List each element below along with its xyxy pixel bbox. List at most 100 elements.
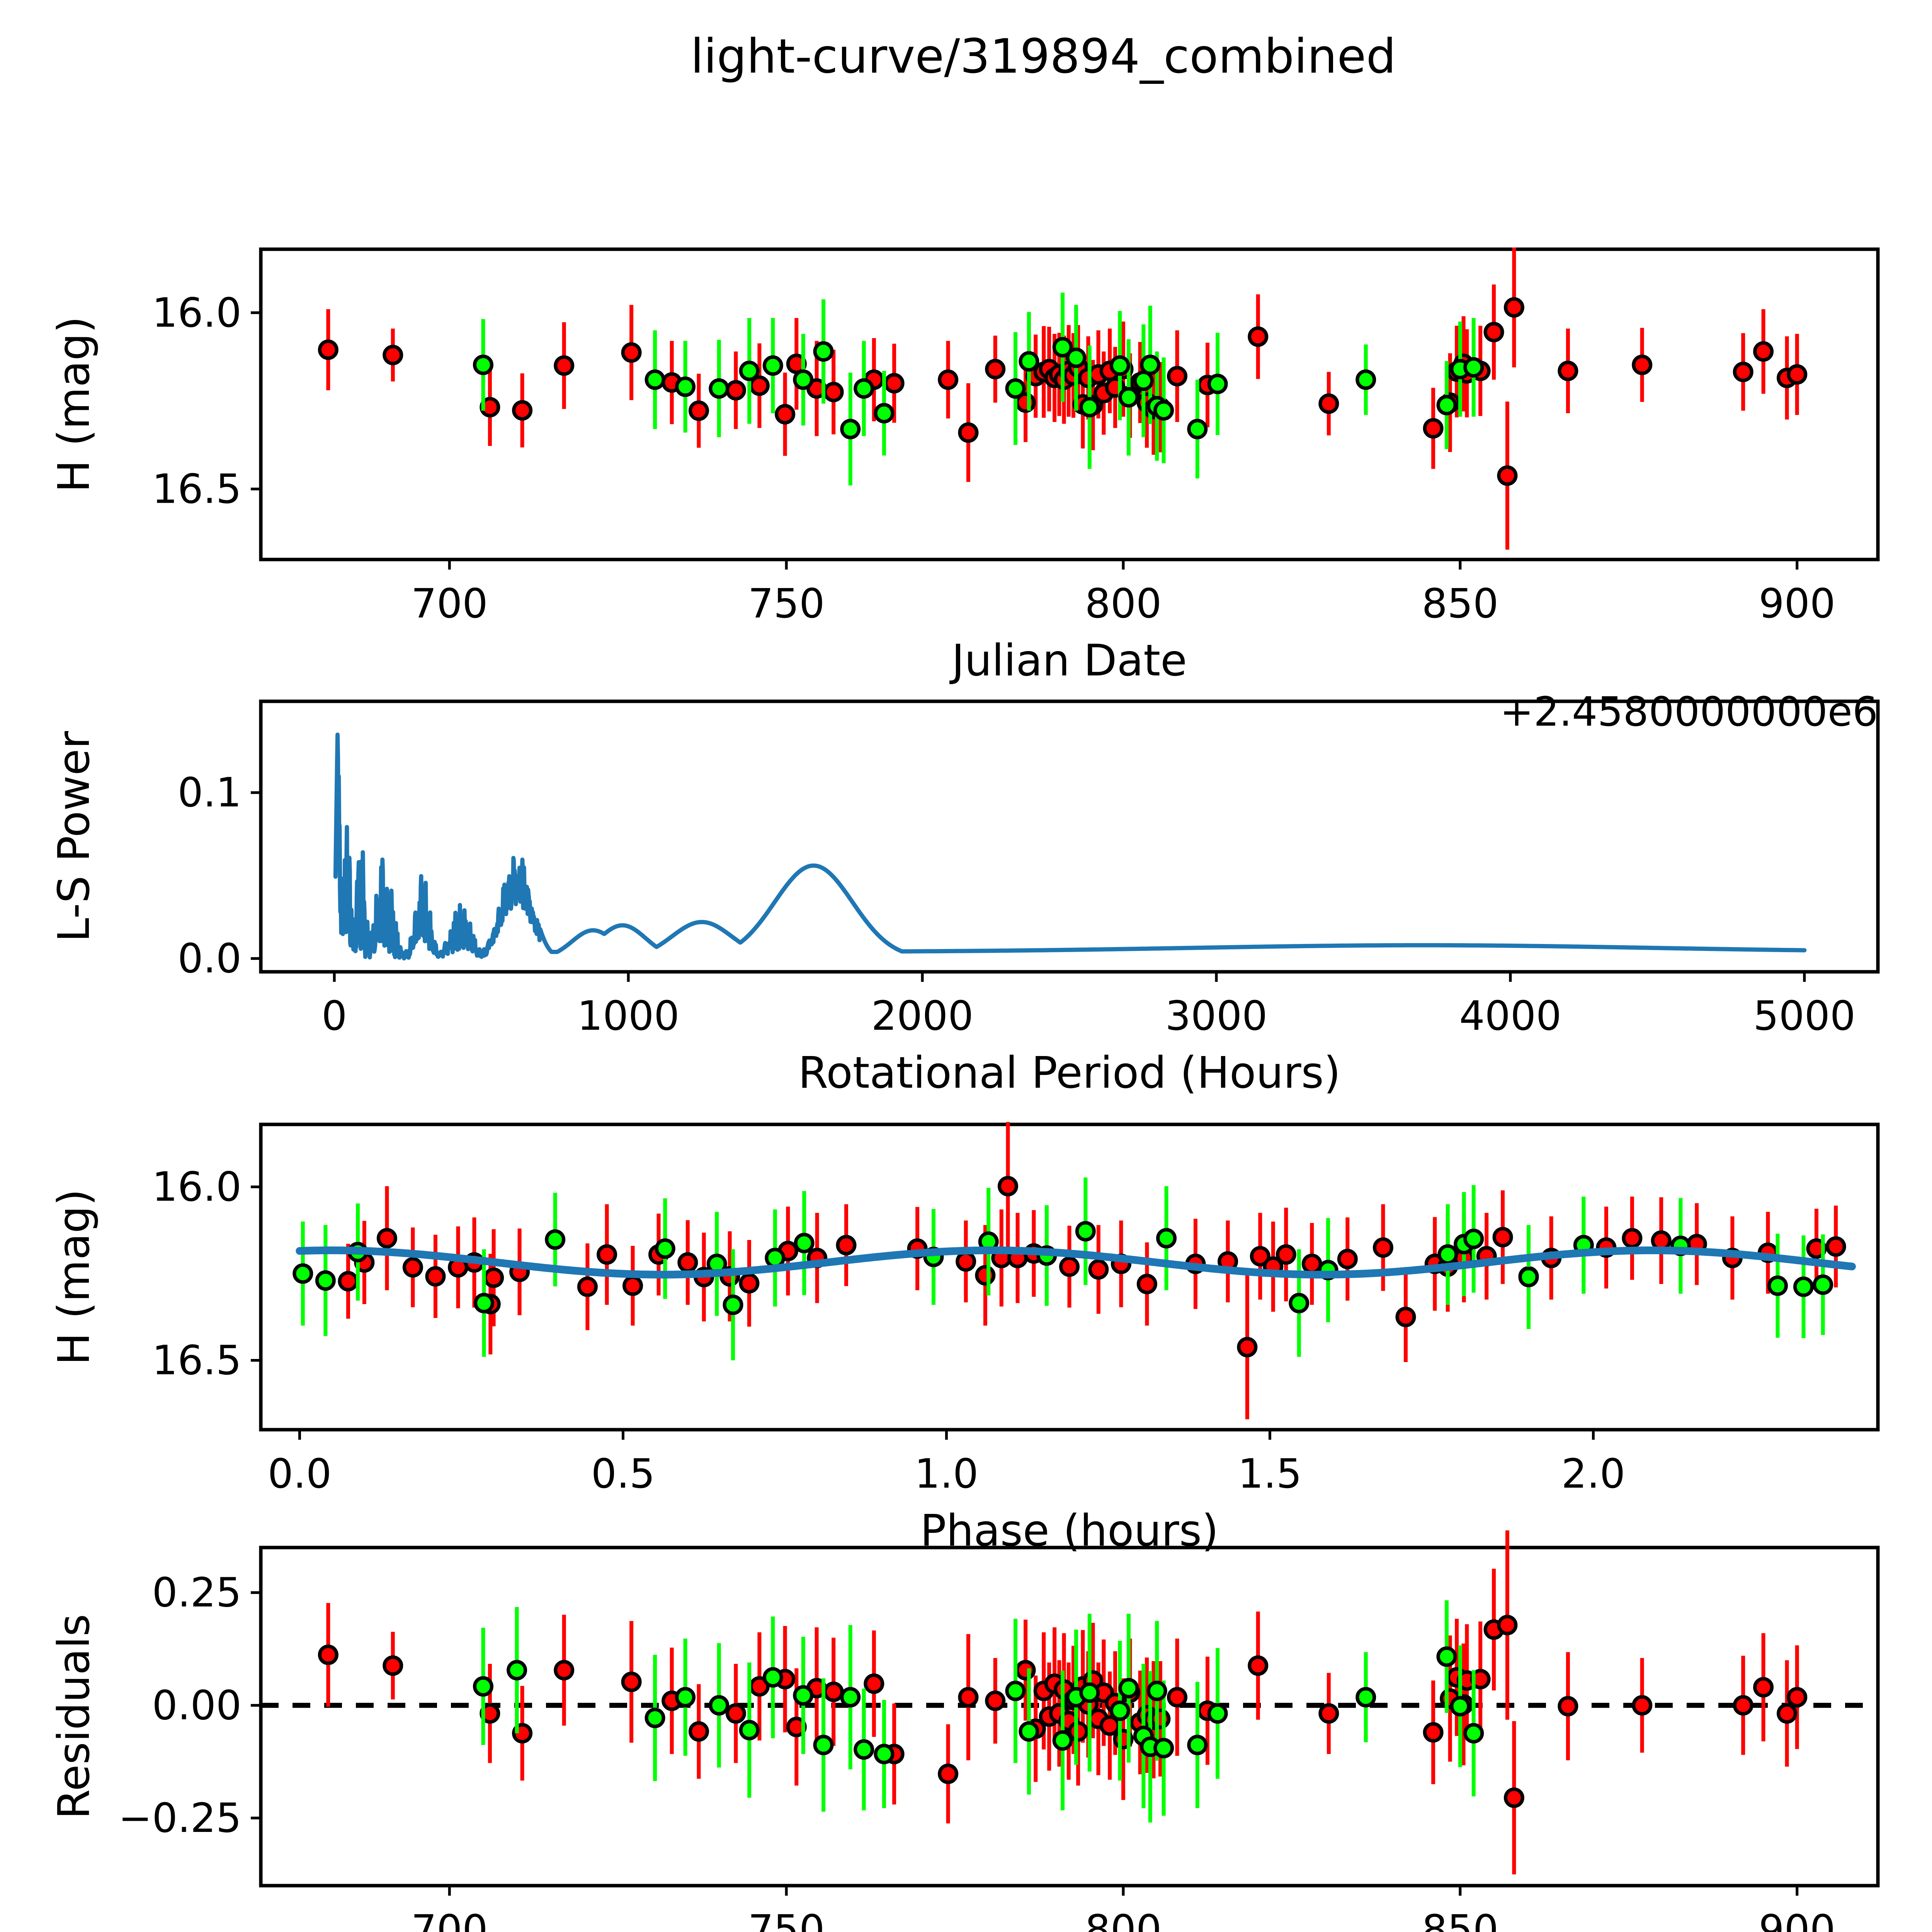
data-point — [823, 1681, 844, 1702]
series-green-band — [473, 293, 1484, 486]
y-axis-label: H (mag) — [49, 1189, 99, 1365]
y-ticklabel-0: 0.0 — [178, 935, 242, 982]
x-ticklabel-750: 750 — [748, 1906, 825, 1932]
y-axis-label: H (mag) — [49, 316, 99, 492]
data-point — [1207, 1703, 1228, 1724]
phasefold-frame — [259, 1122, 1880, 1432]
data-point — [725, 1703, 746, 1724]
y-ticklabel-16.5: 16.5 — [152, 1337, 242, 1384]
data-point — [739, 361, 760, 381]
data-point — [840, 418, 861, 439]
x-ticklabel-700: 700 — [411, 1906, 488, 1932]
x-ticklabel-0.5: 0.5 — [591, 1450, 655, 1497]
data-point — [1463, 1228, 1484, 1249]
data-point — [1136, 1274, 1157, 1294]
data-point — [1436, 395, 1457, 415]
data-point — [762, 1667, 783, 1688]
x-ticklabel-900: 900 — [1759, 580, 1835, 627]
periodogram-frame — [259, 699, 1880, 974]
data-point — [958, 422, 979, 443]
data-point — [854, 1739, 874, 1760]
data-point — [1558, 361, 1578, 381]
data-point — [621, 342, 642, 363]
data-point — [1813, 1274, 1833, 1295]
data-point — [545, 1229, 566, 1250]
data-point — [1153, 1738, 1174, 1759]
data-point — [739, 1720, 760, 1740]
data-point — [1825, 1236, 1846, 1257]
y-ticklabel-16: 16.0 — [152, 1163, 242, 1211]
x-ticklabel-0: 0.0 — [268, 1450, 332, 1497]
data-point — [1503, 1787, 1524, 1808]
data-point — [775, 404, 796, 425]
data-point — [474, 1293, 495, 1313]
data-point — [1437, 1244, 1458, 1265]
x-axis-label: Julian Date — [949, 636, 1187, 686]
data-point — [938, 1764, 959, 1784]
data-point — [956, 1251, 976, 1272]
data-point — [1463, 357, 1484, 378]
x-ticklabel-850: 850 — [1422, 1906, 1499, 1932]
x-ticklabel-2: 2.0 — [1561, 1450, 1625, 1497]
data-point — [1793, 1276, 1814, 1297]
data-point — [1423, 418, 1444, 439]
x-ticklabel-900: 900 — [1759, 1906, 1835, 1932]
data-point — [1187, 418, 1208, 439]
data-point — [1395, 1306, 1416, 1327]
data-point — [739, 1273, 760, 1294]
data-point — [315, 1270, 336, 1291]
data-point — [645, 1708, 665, 1728]
data-point — [725, 380, 746, 401]
data-point — [1156, 1228, 1177, 1248]
data-point — [597, 1244, 617, 1265]
data-point — [1767, 1275, 1788, 1296]
page-title: light-curve/319894_combined — [690, 29, 1396, 84]
data-point — [1079, 397, 1100, 418]
data-point — [854, 378, 874, 399]
data-point — [794, 1233, 815, 1253]
x-ticklabel-5000: 5000 — [1753, 992, 1855, 1039]
data-point — [1075, 1221, 1096, 1242]
panel-periodogram: 0 1000 2000 3000 4000 5000 0.0 0.1 Rotational Pe… — [0, 657, 1932, 1101]
x-ticklabel-800: 800 — [1085, 580, 1162, 627]
data-point — [864, 1673, 884, 1694]
x-ticklabel-2000: 2000 — [871, 992, 974, 1039]
fit-curve — [296, 1246, 1856, 1279]
data-point — [1250, 1246, 1270, 1267]
data-point — [997, 1176, 1018, 1197]
data-point — [709, 378, 730, 399]
y-axis-label: Residuals — [49, 1614, 99, 1819]
data-point — [938, 369, 959, 390]
data-point — [709, 1695, 730, 1716]
panel-phasefold: 0.0 0.5 1.0 1.5 2.0 16.5 16.0 Phase (hours) H (m… — [0, 1101, 1932, 1556]
data-point — [1355, 369, 1376, 390]
data-point — [1806, 1238, 1827, 1259]
data-point — [1187, 1735, 1208, 1755]
data-point — [1497, 1615, 1518, 1636]
x-ticklabel-1: 1.0 — [915, 1450, 978, 1497]
data-point — [813, 341, 834, 362]
data-point — [677, 1252, 698, 1273]
data-point — [1497, 465, 1518, 486]
data-point — [762, 355, 783, 376]
data-point — [1632, 354, 1653, 375]
data-point — [1207, 374, 1228, 395]
data-point — [874, 1743, 895, 1764]
data-point — [1787, 1687, 1808, 1708]
data-point — [1753, 341, 1774, 362]
data-point — [1558, 1696, 1578, 1717]
periodogram-curve — [333, 732, 1807, 961]
data-point — [1777, 1703, 1798, 1724]
data-point — [1318, 393, 1339, 414]
data-point — [1068, 1721, 1088, 1742]
data-point — [645, 369, 665, 390]
data-point — [1146, 1680, 1167, 1701]
data-point — [1052, 1730, 1073, 1751]
data-point — [1150, 1708, 1171, 1729]
data-point — [1355, 1687, 1376, 1708]
data-point — [383, 1655, 403, 1676]
x-ticklabel-700: 700 — [411, 580, 488, 627]
data-point — [577, 1276, 598, 1297]
data-point — [425, 1266, 446, 1287]
